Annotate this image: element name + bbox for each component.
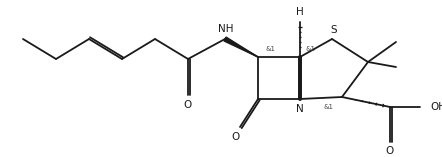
Text: OH: OH [430,102,442,112]
Text: &1: &1 [323,104,333,110]
Text: O: O [386,146,394,156]
Text: O: O [184,100,192,110]
Text: N: N [296,104,304,114]
Text: S: S [331,25,337,35]
Polygon shape [224,37,258,57]
Text: O: O [231,132,239,142]
Text: NH: NH [218,24,234,34]
Text: &1: &1 [305,46,315,52]
Text: H: H [296,7,304,17]
Text: &1: &1 [265,46,275,52]
